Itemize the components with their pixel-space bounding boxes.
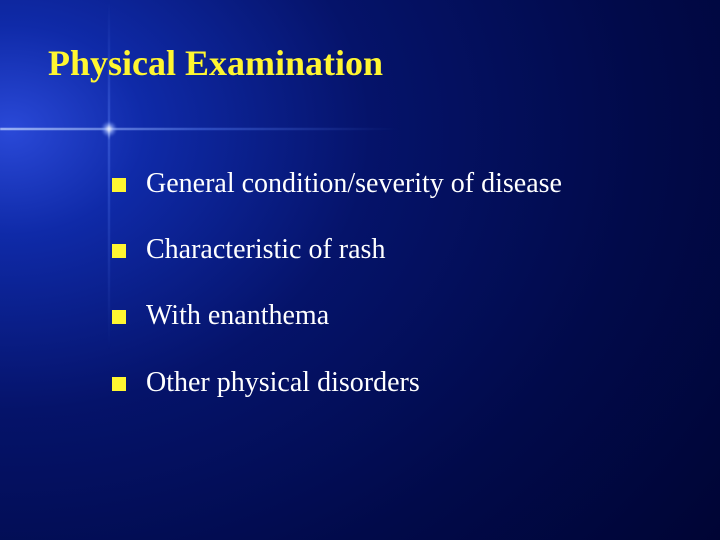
- bullet-icon: [112, 178, 126, 192]
- list-item: Other physical disorders: [112, 367, 672, 399]
- list-item: With enanthema: [112, 300, 672, 332]
- list-item: Characteristic of rash: [112, 234, 672, 266]
- bullet-icon: [112, 244, 126, 258]
- slide-title: Physical Examination: [48, 42, 383, 84]
- slide-content: General condition/severity of disease Ch…: [112, 168, 672, 433]
- slide: Physical Examination General condition/s…: [0, 0, 720, 540]
- list-item-text: Other physical disorders: [146, 367, 420, 399]
- flare-core: [101, 121, 117, 137]
- list-item-text: General condition/severity of disease: [146, 168, 562, 200]
- flare-horizontal: [0, 128, 400, 130]
- list-item-text: Characteristic of rash: [146, 234, 385, 266]
- bullet-icon: [112, 377, 126, 391]
- list-item-text: With enanthema: [146, 300, 329, 332]
- bullet-icon: [112, 310, 126, 324]
- list-item: General condition/severity of disease: [112, 168, 672, 200]
